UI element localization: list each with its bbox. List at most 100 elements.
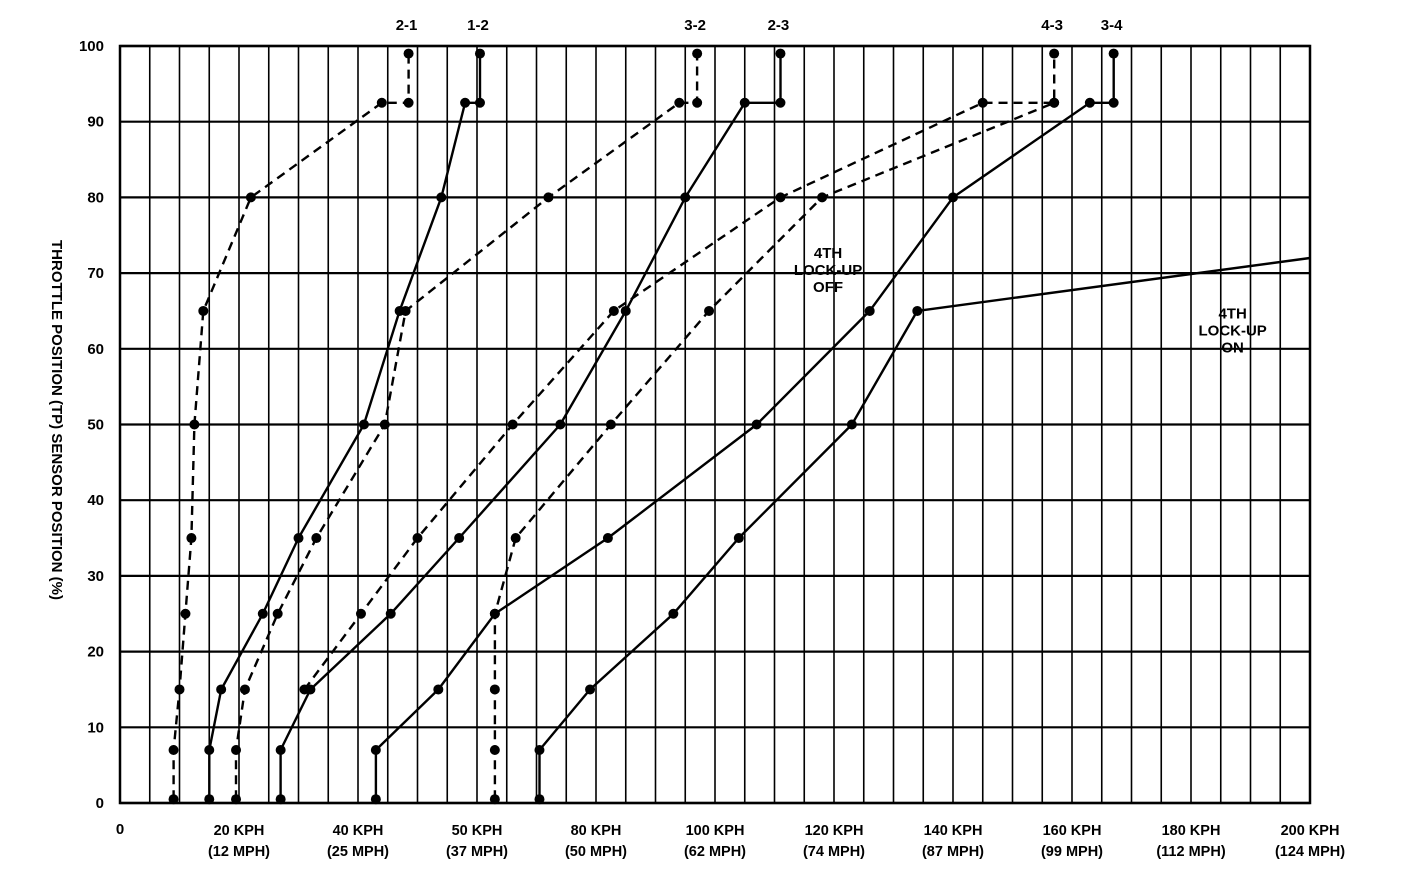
data-point <box>174 684 185 695</box>
data-point <box>358 419 369 430</box>
data-point <box>460 97 471 108</box>
data-point <box>403 48 414 59</box>
data-point <box>204 794 215 805</box>
x-tick-label-kph: 100 KPH <box>686 823 745 839</box>
x-tick-label-mph: (50 MPH) <box>565 844 627 860</box>
data-point <box>204 745 215 756</box>
data-point <box>489 794 500 805</box>
data-point <box>602 533 613 544</box>
data-point <box>412 533 423 544</box>
data-point <box>1049 97 1060 108</box>
data-point <box>370 745 381 756</box>
data-point <box>180 608 191 619</box>
shift-label: 2-3 <box>768 17 790 34</box>
shift-label: 4-3 <box>1041 17 1063 34</box>
y-tick-label: 90 <box>87 114 104 131</box>
x-tick-label-mph: (74 MPH) <box>803 844 865 860</box>
data-point <box>534 745 545 756</box>
x-tick-label-origin: 0 <box>116 821 124 838</box>
data-point <box>403 97 414 108</box>
data-point <box>534 794 545 805</box>
data-point <box>692 48 703 59</box>
region-label: ON <box>1221 340 1244 357</box>
x-tick-label-mph: (112 MPH) <box>1156 844 1225 860</box>
x-tick-label-kph: 160 KPH <box>1043 823 1102 839</box>
series-line-4 <box>279 53 782 800</box>
data-point <box>1049 48 1060 59</box>
shift-label: 1-2 <box>467 17 489 34</box>
data-point <box>608 305 619 316</box>
data-point <box>948 192 958 203</box>
data-point <box>293 533 304 544</box>
data-point <box>245 192 256 203</box>
data-point <box>474 97 485 108</box>
data-point <box>668 608 679 619</box>
x-tick-label-kph: 80 KPH <box>571 823 622 839</box>
data-point <box>311 533 322 544</box>
data-point <box>376 97 387 108</box>
shift-label: 2-1 <box>396 17 418 34</box>
y-tick-label: 100 <box>79 38 104 55</box>
region-label: LOCK-UP <box>1198 323 1266 340</box>
data-point <box>775 192 786 203</box>
y-tick-label: 80 <box>87 189 104 206</box>
data-point <box>370 794 381 805</box>
data-point <box>1084 97 1095 108</box>
data-point <box>680 192 691 203</box>
data-point <box>775 48 786 59</box>
grid <box>118 44 1312 805</box>
y-tick-label: 10 <box>87 719 104 736</box>
data-point <box>912 305 923 316</box>
data-point <box>400 305 411 316</box>
y-tick-label: 20 <box>87 644 104 661</box>
y-tick-label: 30 <box>87 568 104 585</box>
data-point <box>510 533 521 544</box>
x-tick-label-mph: (37 MPH) <box>446 844 508 860</box>
y-tick-label: 60 <box>87 341 104 358</box>
x-tick-label-mph: (12 MPH) <box>208 844 270 860</box>
y-tick-label: 50 <box>87 417 104 434</box>
y-tick-label: 70 <box>87 265 104 282</box>
x-tick-label-mph: (87 MPH) <box>922 844 984 860</box>
data-point <box>168 794 179 805</box>
y-axis-label: THROTTLE POSITION (TP) SENSOR POSITION (… <box>48 240 65 600</box>
data-point <box>186 533 197 544</box>
plot-frame <box>118 44 1312 805</box>
data-point <box>436 192 447 203</box>
data-point <box>239 684 250 695</box>
x-tick-label-mph: (25 MPH) <box>327 844 389 860</box>
x-tick-label-mph: (99 MPH) <box>1041 844 1103 860</box>
data-point <box>272 608 283 619</box>
data-point <box>489 608 500 619</box>
data-point <box>355 608 366 619</box>
data-point <box>198 305 209 316</box>
data-point <box>231 794 242 805</box>
x-tick-label-mph: (62 MPH) <box>684 844 746 860</box>
x-tick-label-kph: 20 KPH <box>214 823 265 839</box>
data-point <box>846 419 857 430</box>
x-tick-label-mph: (124 MPH) <box>1275 844 1345 860</box>
data-point <box>977 97 988 108</box>
data-point <box>299 684 310 695</box>
series-line-5 <box>303 53 1056 691</box>
x-tick-label-kph: 180 KPH <box>1162 823 1221 839</box>
data-point <box>216 684 227 695</box>
data-point <box>674 97 685 108</box>
data-point <box>474 48 485 59</box>
x-tick-label-kph: 40 KPH <box>333 823 384 839</box>
data-point <box>275 794 286 805</box>
x-tick-label-kph: 200 KPH <box>1281 823 1340 839</box>
data-point <box>585 684 596 695</box>
label-layer: 0 10 20 30 40 50 60 70 80 90 100 0 20 KPH (12 MPH) 40 … <box>79 17 1345 860</box>
data-point <box>168 745 179 756</box>
data-point <box>704 305 715 316</box>
data-point <box>620 305 631 316</box>
shift-label: 3-4 <box>1101 17 1123 34</box>
region-label: LOCK-UP <box>794 262 862 279</box>
x-tick-label-kph: 120 KPH <box>805 823 864 839</box>
data-point <box>231 745 242 756</box>
data-point <box>1108 97 1119 108</box>
data-point <box>454 533 465 544</box>
data-point <box>739 97 750 108</box>
